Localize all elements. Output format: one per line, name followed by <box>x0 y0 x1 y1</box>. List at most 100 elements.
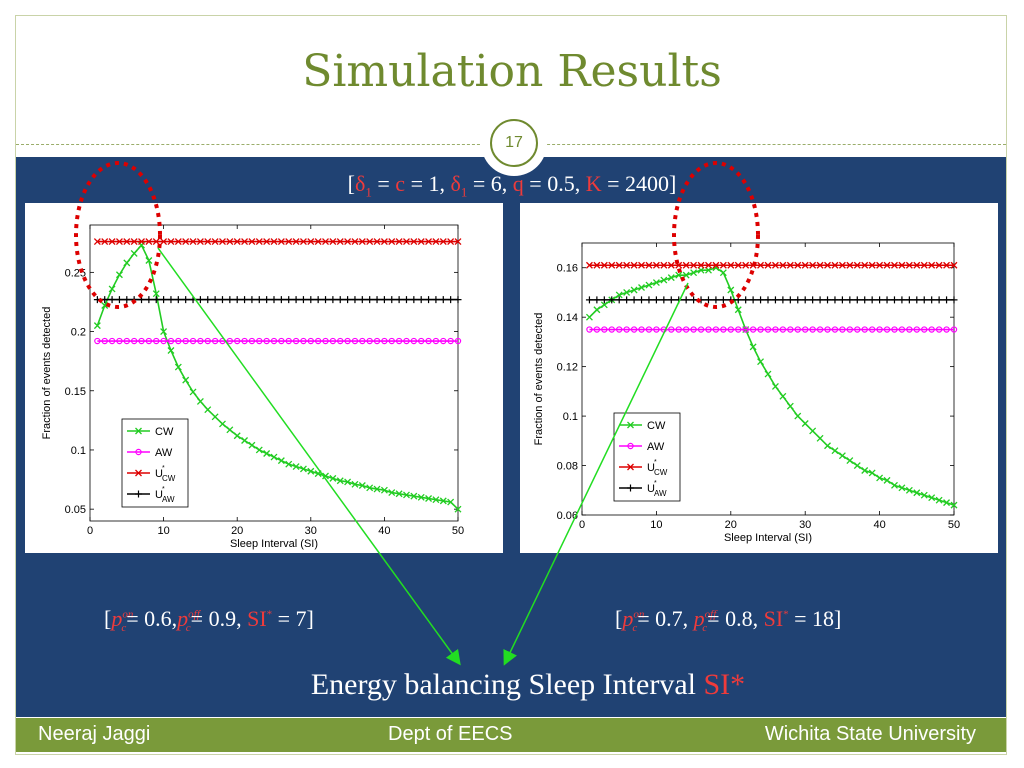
params-open: [ <box>347 171 355 196</box>
data-point <box>757 326 764 333</box>
data-point <box>809 326 816 333</box>
x-tick-label: 10 <box>650 519 662 531</box>
y-tick-label: 0.1 <box>563 411 578 423</box>
data-point <box>358 238 366 246</box>
data-point <box>174 238 182 246</box>
data-point <box>854 326 861 333</box>
data-point <box>727 326 734 333</box>
data-point <box>403 238 410 246</box>
data-point <box>839 326 846 333</box>
y-tick-label: 0.05 <box>65 504 86 516</box>
data-point <box>764 296 772 304</box>
data-point <box>838 452 846 460</box>
data-point <box>802 326 809 333</box>
plot-area: 0 10 20 30 40 50 0.05 0.1 0.15 0.2 0.25 Sleep Inter… <box>41 224 464 550</box>
data-point <box>935 496 943 504</box>
data-point <box>697 326 705 333</box>
plot-area: 0 10 20 30 40 50 0.06 0.08 0.1 0.12 0.14 0.16 Sleep … <box>533 242 960 544</box>
slide-frame <box>15 15 1007 755</box>
data-point <box>935 296 943 304</box>
data-point <box>388 238 396 246</box>
data-point <box>905 296 913 304</box>
energy-text: Energy balancing Sleep Interval <box>310 668 704 701</box>
p-off-value: = 0.9, <box>190 606 248 631</box>
data-point <box>890 296 898 304</box>
data-point <box>344 238 352 246</box>
q-value: = 0.5, <box>523 171 586 196</box>
page-number-badge: 17 <box>487 116 541 170</box>
data-point <box>749 343 757 351</box>
data-point <box>638 261 645 269</box>
data-point <box>248 238 256 246</box>
data-point <box>447 238 455 246</box>
data-point <box>145 337 153 345</box>
data-point <box>846 296 854 304</box>
si-value: = 7] <box>272 606 314 631</box>
data-point <box>824 296 832 304</box>
x-tick-label: 40 <box>378 525 390 537</box>
x-tick-label: 50 <box>948 519 960 531</box>
data-point <box>883 326 891 333</box>
data-point <box>816 434 824 442</box>
data-point <box>735 326 742 333</box>
data-point <box>943 296 951 304</box>
data-point <box>196 238 204 246</box>
data-point <box>950 261 958 269</box>
data-point <box>322 238 329 246</box>
data-point <box>898 484 906 492</box>
data-point <box>779 261 787 269</box>
data-point <box>336 238 344 246</box>
data-point <box>779 392 787 400</box>
footer-author: Neeraj Jaggi <box>38 723 151 745</box>
data-point <box>824 326 831 333</box>
data-point <box>652 261 660 269</box>
x-tick-label: 10 <box>157 525 169 537</box>
p-on-symbol: ponc <box>622 606 645 635</box>
caption-right: [ponc= 0.7, poffc= 0.8, SI* = 18] <box>615 606 841 634</box>
data-point <box>809 261 817 269</box>
caption-left-open: [ <box>104 606 112 631</box>
data-point <box>905 486 913 494</box>
data-point <box>928 296 936 304</box>
x-tick-label: 20 <box>231 525 243 537</box>
x-tick-label: 50 <box>452 525 464 537</box>
data-point <box>898 296 906 304</box>
data-point <box>101 337 108 345</box>
data-point <box>130 337 138 345</box>
p-on-value: = 0.7, <box>637 606 694 631</box>
k-value: = 2400] <box>601 171 677 196</box>
c-value: = 1, <box>405 171 451 196</box>
delta-subscript: 1 <box>365 184 372 200</box>
p-off-symbol: poffc <box>693 606 717 635</box>
legend-label: AW <box>155 447 173 459</box>
data-point <box>928 494 936 502</box>
caption-left: [ponc= 0.6,poffc= 0.9, SI* = 7] <box>104 606 314 634</box>
data-point <box>757 358 765 366</box>
data-point <box>861 467 869 474</box>
legend-marker <box>135 448 142 456</box>
data-point <box>116 337 123 345</box>
slide-title: Simulation Results <box>302 46 722 97</box>
y-tick-label: 0.06 <box>557 510 578 522</box>
data-point <box>846 261 854 269</box>
data-point <box>861 296 869 304</box>
data-point <box>794 296 802 304</box>
data-point <box>772 326 779 333</box>
data-point <box>943 261 951 269</box>
data-point <box>824 261 831 269</box>
legend-label: CW <box>647 420 666 432</box>
data-point <box>853 296 861 304</box>
legend-sub: CW <box>654 468 668 477</box>
y-tick-label: 0.1 <box>71 445 86 457</box>
data-point <box>786 296 794 304</box>
legend-marker <box>135 490 142 498</box>
data-point <box>906 326 913 333</box>
energy-si: SI* <box>703 668 746 701</box>
params-eq: = <box>371 171 396 196</box>
x-tick-label: 40 <box>873 519 885 531</box>
data-point <box>861 326 868 333</box>
legend-sub: CW <box>162 474 176 483</box>
x-tick-label: 30 <box>305 525 317 537</box>
data-point <box>615 261 623 269</box>
